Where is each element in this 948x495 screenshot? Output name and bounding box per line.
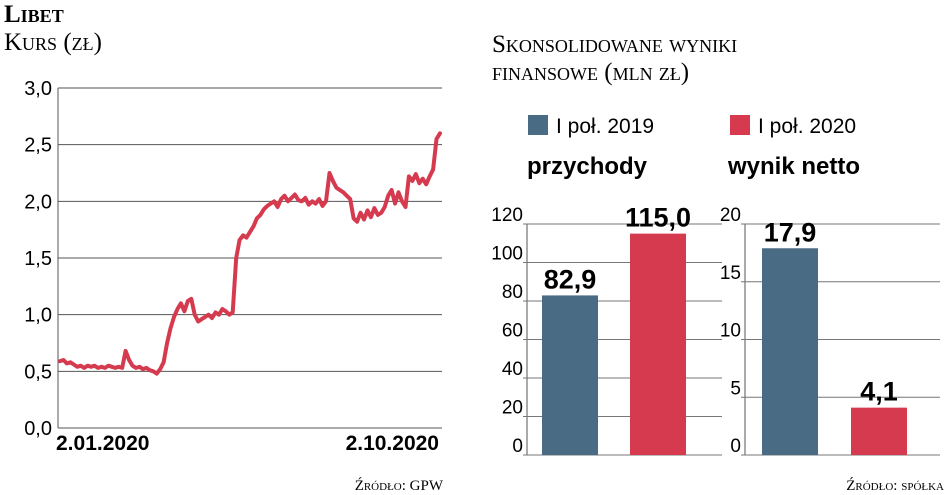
- bar-2020: [630, 233, 686, 455]
- results-title-line1: Skonsolidowane wyniki: [492, 31, 737, 58]
- bar-y-tick-label: 120: [491, 205, 523, 226]
- panel-title-revenue: przychody: [527, 153, 648, 180]
- bar-value-label: 115,0: [625, 203, 691, 233]
- bar-value-label: 17,9: [764, 217, 817, 247]
- results-title-line2: finansowe (mln zł): [492, 59, 689, 86]
- bar-y-tick-label: 0: [512, 436, 523, 457]
- net-result-bar-chart: 0 5 10 15 20 17,9 4,1: [720, 205, 940, 457]
- x-tick-label-start: 2.01.2020: [56, 432, 149, 455]
- line-chart-y-ticks: 3,0 2,5 2,0 1,5 1,0 0,5 0,0: [24, 78, 52, 440]
- bar-y-tick-label: 15: [720, 263, 741, 284]
- price-line: [58, 131, 442, 376]
- legend-swatch-2019: [528, 115, 548, 135]
- panel-title-net-result: wynik netto: [727, 153, 860, 180]
- bar-value-label: 82,9: [544, 264, 597, 294]
- price-subtitle: Kurs (zł): [4, 29, 102, 56]
- bar-y-tick-label: 20: [720, 205, 741, 226]
- legend-label-2019: I poł. 2019: [556, 115, 654, 138]
- y-tick-label: 0,5: [24, 361, 52, 383]
- bar-y-tick-label: 100: [491, 244, 523, 265]
- bar-y-tick-label: 10: [720, 321, 741, 342]
- bar-value-label: 4,1: [860, 377, 898, 407]
- bar-y-tick-label: 5: [730, 378, 741, 399]
- y-tick-label: 1,0: [24, 305, 52, 327]
- bar-2019: [542, 295, 598, 455]
- source-right: Źródło: spółka: [846, 477, 944, 494]
- y-tick-label: 1,5: [24, 248, 52, 270]
- bar-y-tick-label: 20: [502, 398, 523, 419]
- revenue-bar-chart: 0 20 40 60 80 100 120 82,9 115,0: [491, 203, 722, 457]
- x-tick-label-end: 2.10.2020: [346, 432, 439, 455]
- y-tick-label: 2,5: [24, 135, 52, 157]
- y-tick-label: 2,0: [24, 191, 52, 213]
- legend-swatch-2020: [730, 115, 750, 135]
- legend-label-2020: I poł. 2020: [758, 115, 856, 138]
- bar-y-tick-label: 80: [502, 282, 523, 303]
- bar-y-tick-label: 60: [502, 321, 523, 342]
- bar-2019: [762, 248, 818, 455]
- bar-y-tick-label: 40: [502, 359, 523, 380]
- source-left: Źródło: GPW: [355, 477, 444, 494]
- bar-y-tick-label: 0: [730, 436, 741, 457]
- bar-2020: [851, 407, 907, 455]
- y-tick-label: 3,0: [24, 78, 52, 100]
- company-title: Libet: [4, 1, 64, 28]
- y-tick-label: 0,0: [24, 418, 52, 440]
- line-chart-grid: [57, 87, 442, 429]
